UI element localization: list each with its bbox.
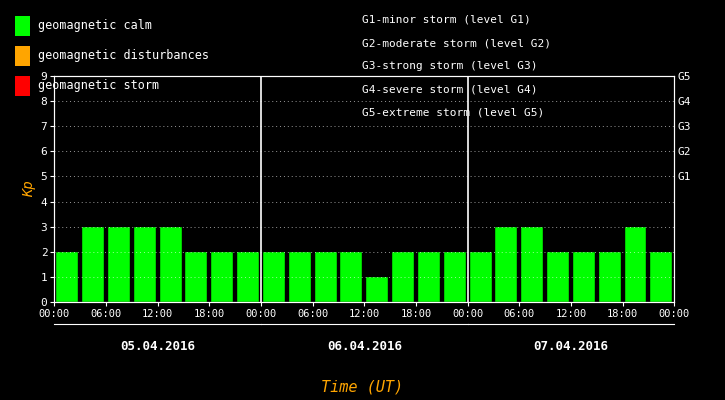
Bar [521, 227, 543, 302]
Text: G2-moderate storm (level G2): G2-moderate storm (level G2) [362, 38, 552, 48]
Bar [211, 252, 233, 302]
Bar [470, 252, 492, 302]
Bar [57, 252, 78, 302]
Text: Time (UT): Time (UT) [321, 379, 404, 394]
Text: G1-minor storm (level G1): G1-minor storm (level G1) [362, 15, 531, 25]
Bar [366, 277, 388, 302]
Bar [186, 252, 207, 302]
Text: geomagnetic calm: geomagnetic calm [38, 20, 152, 32]
Bar [547, 252, 569, 302]
Bar [108, 227, 130, 302]
Bar [82, 227, 104, 302]
Text: geomagnetic disturbances: geomagnetic disturbances [38, 50, 209, 62]
Text: geomagnetic storm: geomagnetic storm [38, 80, 159, 92]
Bar [392, 252, 414, 302]
Text: 05.04.2016: 05.04.2016 [120, 340, 195, 352]
Bar [160, 227, 181, 302]
Bar [341, 252, 362, 302]
Y-axis label: Kp: Kp [22, 181, 36, 197]
Bar [315, 252, 336, 302]
Text: G4-severe storm (level G4): G4-severe storm (level G4) [362, 85, 538, 95]
Bar [134, 227, 156, 302]
Bar [599, 252, 621, 302]
Bar [444, 252, 465, 302]
Text: G3-strong storm (level G3): G3-strong storm (level G3) [362, 62, 538, 72]
Bar [237, 252, 259, 302]
Bar [495, 227, 518, 302]
Bar [650, 252, 672, 302]
Bar [624, 227, 647, 302]
Bar [289, 252, 311, 302]
Bar [418, 252, 440, 302]
Text: 07.04.2016: 07.04.2016 [534, 340, 608, 352]
Text: G5-extreme storm (level G5): G5-extreme storm (level G5) [362, 108, 544, 118]
Bar [263, 252, 285, 302]
Bar [573, 252, 594, 302]
Text: 06.04.2016: 06.04.2016 [327, 340, 402, 352]
